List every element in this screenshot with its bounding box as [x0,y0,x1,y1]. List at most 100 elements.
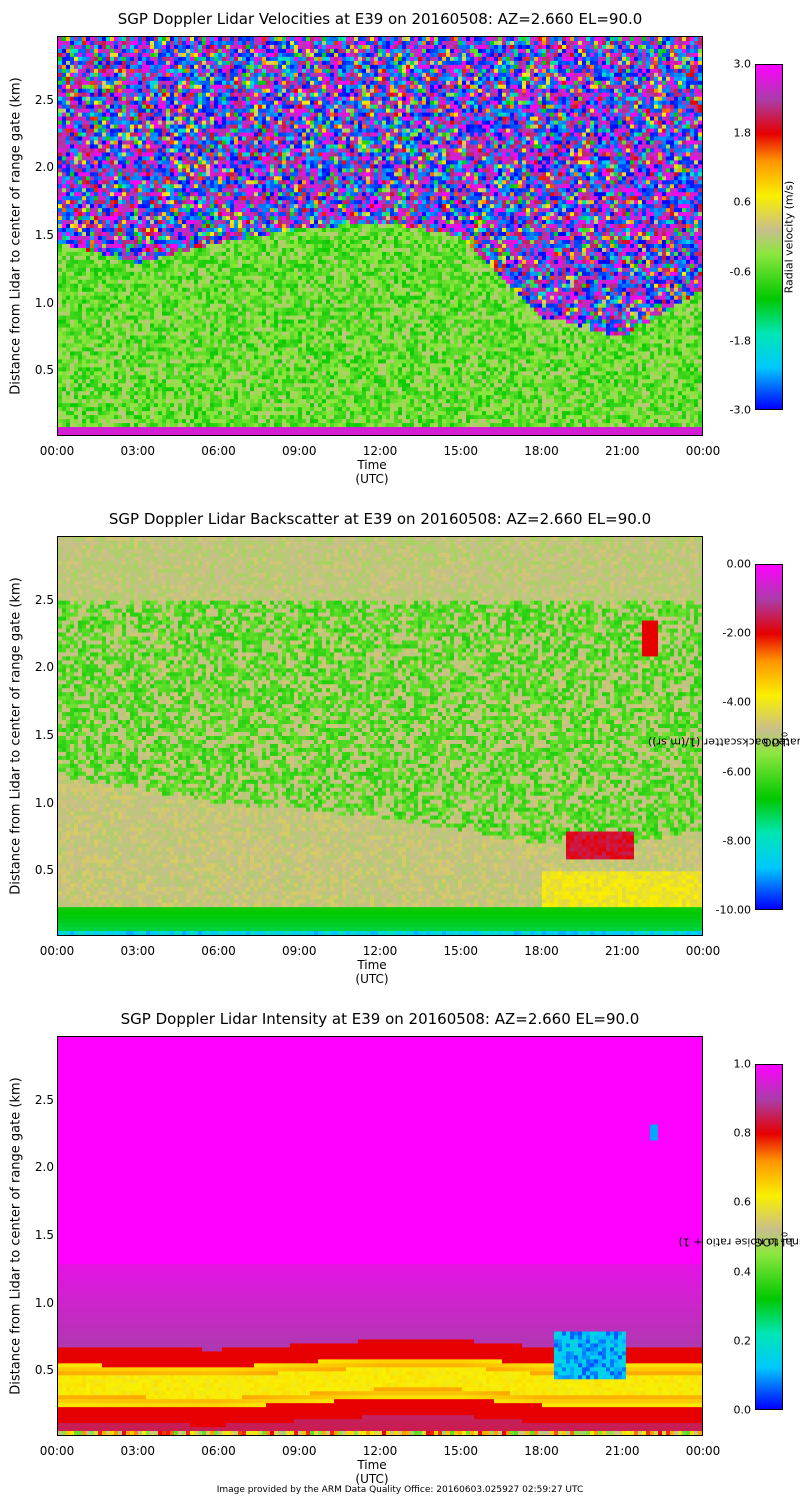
heatmap-cell [66,200,71,205]
heatmap-cell [190,415,195,420]
heatmap-cell [98,387,103,392]
heatmap-cell [110,180,115,185]
heatmap-cell [206,387,211,392]
heatmap-cell [62,431,67,435]
heatmap-cell [246,88,251,94]
heatmap-cell [58,224,63,229]
heatmap-cell [106,415,111,420]
heatmap-cell [246,92,251,98]
heatmap-cell [70,180,75,185]
heatmap-cell [198,108,203,114]
heatmap-cell [198,347,203,353]
heatmap-cell [242,40,247,46]
heatmap-cell [66,152,71,157]
heatmap-cell [78,100,83,106]
heatmap-cell [202,52,207,58]
heatmap-cell [78,343,83,349]
heatmap-cell [254,216,259,221]
heatmap-cell [170,128,175,134]
heatmap-cell [58,152,63,157]
heatmap-cell [254,243,259,249]
heatmap-cell [90,228,95,233]
heatmap-cell [250,136,255,142]
heatmap-cell [110,164,115,169]
heatmap-cell [78,243,83,249]
heatmap-cell [194,419,199,424]
heatmap-cell [142,172,147,177]
heatmap-cell [78,124,83,130]
heatmap-cell [222,72,227,78]
heatmap-cell [134,92,139,98]
heatmap-cell [214,267,219,273]
heatmap-cell [182,395,187,400]
heatmap-cell [222,144,227,150]
heatmap-cell [222,399,227,404]
heatmap-cell [94,148,99,154]
heatmap-cell [78,263,83,269]
heatmap-cell [206,116,211,122]
heatmap-cell [70,216,75,221]
heatmap-cell [90,287,95,293]
heatmap-cell [158,343,163,349]
heatmap-cell [154,56,159,62]
heatmap-cell [150,247,155,253]
heatmap-cell [194,423,199,428]
heatmap-cell [178,216,183,221]
heatmap-cell [174,164,179,169]
heatmap-cell [134,311,139,317]
heatmap-cell [246,391,251,396]
heatmap-cell [202,319,207,325]
heatmap-cell [158,275,163,281]
heatmap-cell [150,228,155,233]
heatmap-cell [106,140,111,146]
heatmap-cell [138,100,143,106]
heatmap-cell [162,263,167,269]
heatmap-cell [226,136,231,142]
heatmap-cell [90,363,95,368]
heatmap-cell [166,259,171,265]
heatmap-cell [158,184,163,189]
heatmap-cell [78,375,83,380]
heatmap-cell [174,347,179,353]
heatmap-cell [82,339,87,345]
heatmap-cell [154,188,159,193]
heatmap-cell [178,263,183,269]
heatmap-cell [114,88,119,94]
heatmap-cell [126,132,131,138]
heatmap-cell [98,255,103,261]
heatmap-cell [74,423,79,428]
heatmap-cell [234,184,239,189]
heatmap-cell [122,395,127,400]
heatmap-cell [150,224,155,229]
heatmap-cell [238,164,243,169]
heatmap-cell [194,363,199,368]
heatmap-cell [210,184,215,189]
heatmap-cell [250,152,255,157]
heatmap-cell [150,303,155,309]
heatmap-cell [110,224,115,229]
heatmap-cell [58,303,63,309]
heatmap-cell [182,399,187,404]
heatmap-cell [106,331,111,337]
heatmap-cell [174,279,179,285]
heatmap-cell [202,399,207,404]
heatmap-cell [174,395,179,400]
heatmap-cell [254,160,259,165]
heatmap-cell [170,299,175,305]
heatmap-cell [74,255,79,261]
heatmap-cell [114,160,119,165]
heatmap-cell [114,383,119,388]
heatmap-cell [254,136,259,142]
heatmap-cell [86,255,91,261]
heatmap-cell [138,236,143,241]
heatmap-cell [66,359,71,364]
heatmap-cell [202,315,207,321]
heatmap-cell [66,387,71,392]
heatmap-cell [70,44,75,50]
heatmap-cell [246,220,251,225]
heatmap-cell [158,44,163,50]
heatmap-cell [90,68,95,74]
heatmap-cell [138,112,143,118]
heatmap-cell [58,180,63,185]
heatmap-cell [162,319,167,325]
